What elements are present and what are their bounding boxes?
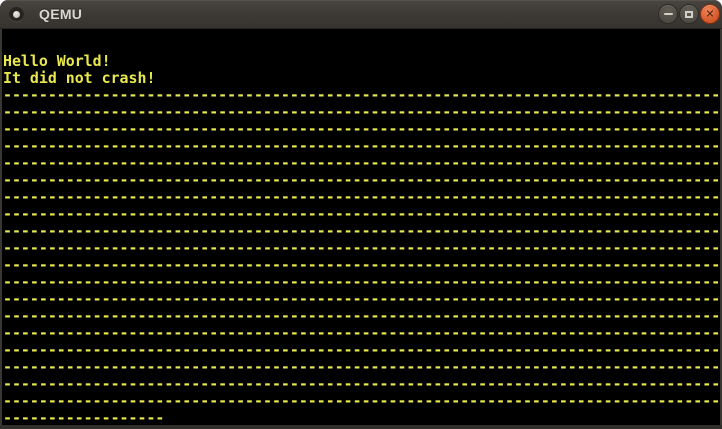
close-icon: ✕ (705, 7, 715, 20)
window-icon-dot (13, 10, 20, 18)
minimize-icon (663, 13, 673, 15)
vga-display[interactable]: Hello World! It did not crash! ---------… (2, 29, 720, 425)
vga-text-output: Hello World! It did not crash! ---------… (3, 52, 720, 426)
titlebar[interactable]: QEMU ✕ (0, 0, 722, 29)
maximize-button[interactable] (679, 4, 699, 24)
window-title: QEMU (39, 6, 83, 22)
window-icon (9, 6, 24, 22)
window-controls: ✕ (658, 4, 720, 24)
window-frame-bottom (0, 425, 722, 429)
close-button[interactable]: ✕ (700, 4, 720, 24)
minimize-button[interactable] (658, 4, 678, 24)
maximize-icon (685, 10, 693, 18)
